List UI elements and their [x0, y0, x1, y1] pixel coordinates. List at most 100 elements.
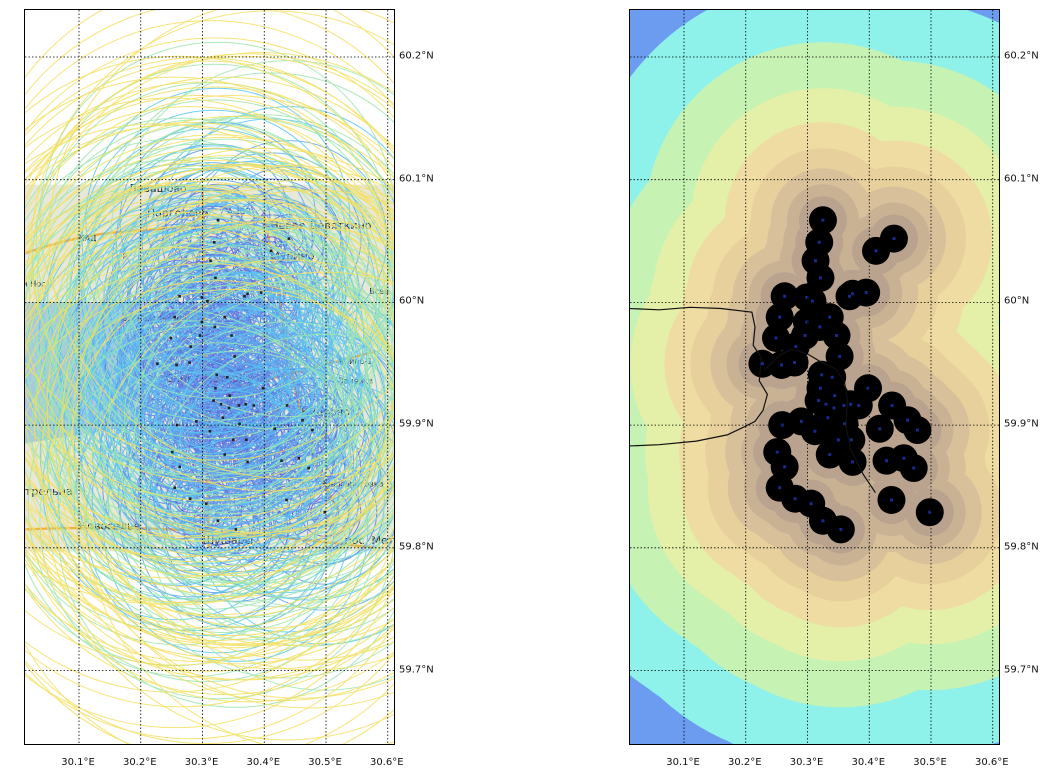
- station-point: [252, 404, 256, 407]
- station-point: [866, 386, 870, 390]
- station-point: [208, 429, 212, 433]
- station-point: [885, 459, 889, 463]
- station-point: [809, 502, 813, 506]
- station-point: [212, 399, 215, 402]
- y-tick-label: 59.7°N: [1004, 664, 1039, 675]
- basemap-label: Новосаратовка: [320, 479, 384, 488]
- station-point: [775, 450, 779, 454]
- station-point: [847, 294, 851, 298]
- station-point: [297, 456, 301, 460]
- coastline: [630, 306, 769, 447]
- river-neva: [763, 348, 876, 493]
- station-point: [227, 406, 231, 410]
- station-point: [216, 519, 220, 523]
- station-point: [820, 373, 824, 377]
- station-point: [198, 334, 202, 337]
- station-point: [204, 502, 208, 505]
- station-point: [216, 218, 220, 222]
- station-point: [269, 249, 273, 253]
- station-point: [814, 259, 818, 263]
- station-point: [233, 355, 236, 358]
- station-point: [273, 427, 277, 431]
- station-point: [285, 498, 288, 502]
- station-point: [209, 259, 212, 262]
- station-point: [849, 402, 853, 406]
- x-tick-label: 30.6°E: [369, 757, 404, 768]
- station-point: [838, 354, 842, 358]
- station-point: [228, 394, 231, 397]
- station-point: [261, 386, 265, 390]
- station-point: [225, 375, 229, 379]
- station-point: [821, 519, 825, 523]
- basemap-label: ий Нос: [25, 279, 46, 288]
- station-point: [824, 402, 828, 406]
- x-tick-label: 30.5°E: [308, 757, 342, 768]
- y-tick-label: 59.8°N: [399, 541, 434, 553]
- station-point: [783, 294, 787, 298]
- station-point: [778, 315, 782, 319]
- right-map-panel: [629, 9, 1000, 745]
- station-point: [793, 361, 797, 365]
- station-point: [878, 427, 882, 431]
- station-point: [906, 418, 910, 422]
- graticule: [630, 10, 999, 744]
- right-map: [630, 10, 999, 744]
- station-point: [238, 422, 241, 426]
- station-point: [817, 399, 821, 403]
- station-point: [783, 465, 787, 469]
- station-point: [912, 466, 916, 470]
- y-tick-label: 59.9°N: [399, 418, 434, 430]
- station-point: [843, 422, 847, 426]
- station-point: [821, 218, 825, 222]
- station-point: [774, 336, 778, 340]
- y-tick-label: 59.7°N: [399, 664, 434, 675]
- station-point: [805, 295, 809, 299]
- station-point: [156, 362, 159, 366]
- x-tick-label: 30.6°E: [974, 757, 1009, 768]
- basemap-label: А-118: [104, 522, 128, 531]
- station-point: [178, 294, 181, 298]
- x-tick-label: 30.1°E: [61, 757, 95, 768]
- station-point: [301, 418, 304, 422]
- station-point: [175, 363, 178, 367]
- x-tick-label: 30.4°E: [851, 757, 886, 768]
- left-map-panel: Левашово Парголово Новое Девяткино Мурино Са…: [24, 9, 395, 745]
- y-tick-label: 60.2°N: [1004, 50, 1039, 62]
- x-tick-label: 30.2°E: [727, 757, 762, 768]
- station-points: [760, 218, 932, 531]
- station-point: [889, 498, 893, 502]
- station-point: [857, 403, 861, 407]
- graticule: [25, 10, 394, 744]
- station-point: [189, 345, 193, 348]
- station-point: [813, 429, 817, 433]
- station-point: [780, 423, 784, 427]
- y-tick-label: 60.1°N: [1004, 173, 1039, 185]
- station-point: [287, 237, 291, 240]
- station-point: [851, 292, 855, 296]
- station-point: [206, 299, 209, 303]
- station-point: [188, 361, 191, 364]
- station-point: [214, 386, 217, 390]
- station-point: [232, 438, 235, 442]
- station-point: [902, 456, 906, 460]
- x-tick-label: 30.3°E: [789, 757, 824, 768]
- station-point: [169, 336, 173, 340]
- station-point: [830, 375, 834, 379]
- station-point: [200, 320, 204, 324]
- station-point: [833, 394, 837, 398]
- station-point: [892, 237, 896, 241]
- station-point: [244, 402, 248, 406]
- station-point: [221, 416, 225, 420]
- y-tick-label: 59.9°N: [1004, 418, 1039, 430]
- station-point: [215, 373, 219, 377]
- station-point: [323, 510, 327, 514]
- station-point: [237, 404, 241, 407]
- station-point: [213, 325, 217, 329]
- station-point: [195, 420, 198, 423]
- station-point: [828, 315, 832, 319]
- station-point: [839, 527, 843, 531]
- station-point: [212, 240, 216, 244]
- station-point: [230, 334, 233, 337]
- station-point: [246, 460, 249, 464]
- station-point: [890, 403, 894, 407]
